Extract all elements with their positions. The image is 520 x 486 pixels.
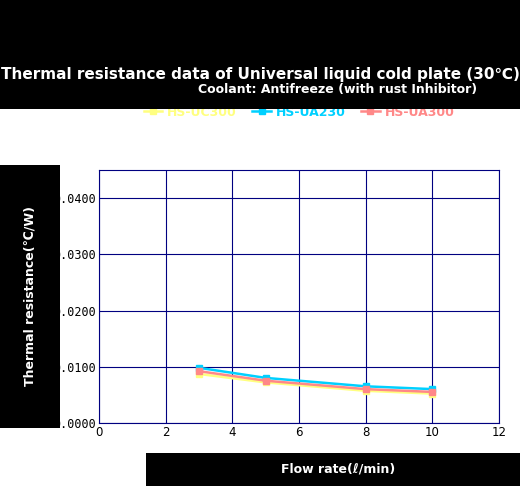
HS-UC300: [196, 371, 202, 377]
Legend: HS-UC300, HS-UA230, HS-UA300: HS-UC300, HS-UA230, HS-UA300: [139, 101, 459, 123]
HS-UC300: [430, 391, 436, 397]
HS-UA300: [430, 389, 436, 395]
HS-UC300: [362, 388, 369, 394]
HS-UA230: [362, 383, 369, 389]
HS-UA230: [263, 375, 269, 381]
HS-UA300: [362, 386, 369, 392]
HS-UA230: [430, 386, 436, 392]
Line: HS-UA300: HS-UA300: [196, 368, 436, 396]
Line: HS-UC300: HS-UC300: [196, 370, 436, 397]
HS-UA300: [263, 378, 269, 383]
HS-UA300: [196, 368, 202, 374]
Line: HS-UA230: HS-UA230: [196, 364, 436, 393]
Text: Coolant: Antifreeze (with rust Inhibitor): Coolant: Antifreeze (with rust Inhibitor…: [199, 84, 477, 96]
Text: Thermal resistance(℃/W): Thermal resistance(℃/W): [23, 207, 36, 386]
HS-UA230: [196, 365, 202, 371]
Text: Thermal resistance data of Universal liquid cold plate (30℃): Thermal resistance data of Universal liq…: [1, 67, 519, 82]
Text: Flow rate(ℓ/min): Flow rate(ℓ/min): [281, 463, 395, 476]
HS-UC300: [263, 380, 269, 385]
